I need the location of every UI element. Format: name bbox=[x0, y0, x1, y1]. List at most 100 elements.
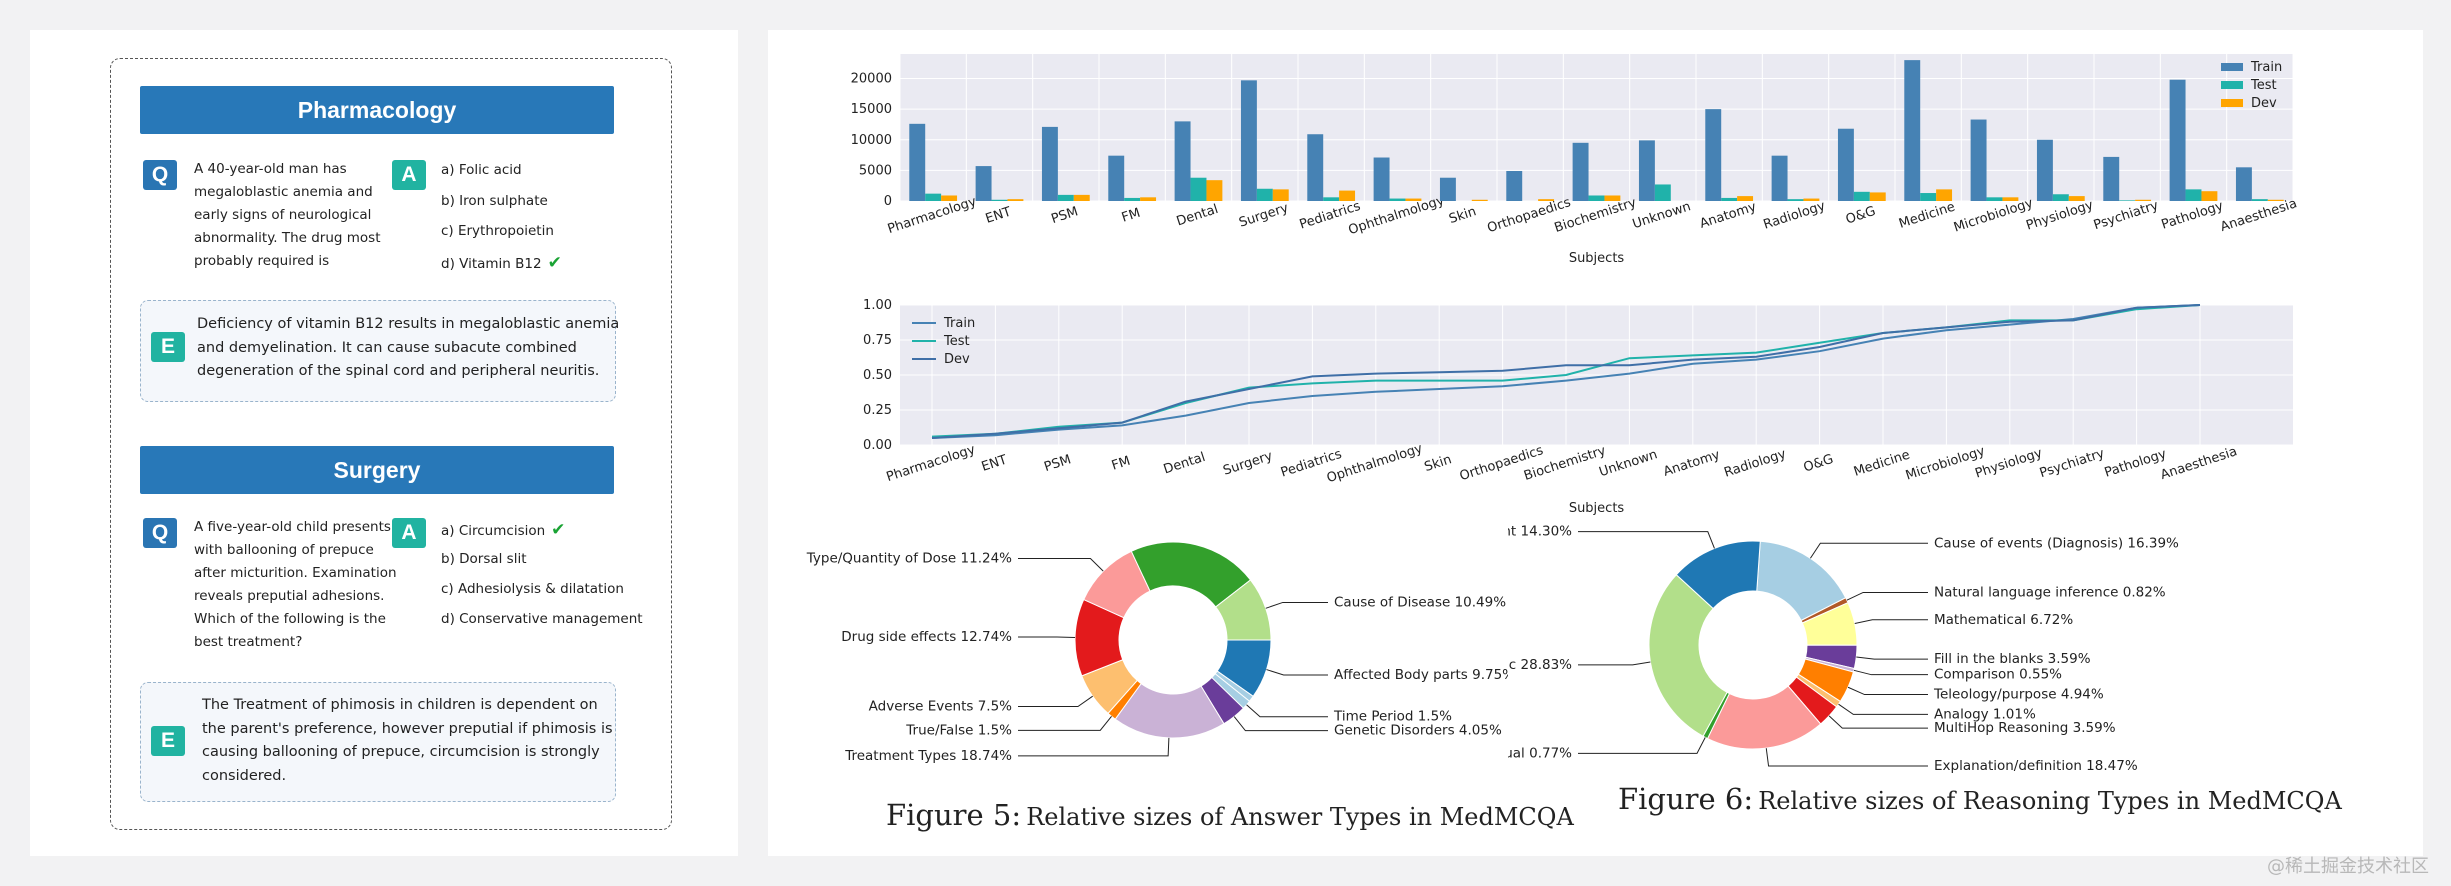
x-tick-label: Dental bbox=[1162, 450, 1207, 478]
option-d: d) Conservative management bbox=[441, 611, 643, 627]
x-tick-label: O&G bbox=[1802, 452, 1836, 476]
donut-slice bbox=[1675, 540, 1761, 610]
y-tick-label: 10000 bbox=[851, 133, 892, 148]
x-tick-label: Unknown bbox=[1631, 199, 1693, 232]
bar-test bbox=[1986, 197, 2003, 201]
answer-badge: A bbox=[392, 518, 426, 548]
y-tick-label: 0.75 bbox=[863, 333, 892, 348]
slice-label: Time Period 1.5% bbox=[1333, 709, 1452, 725]
figure-5-caption: Figure 5: Relative sizes of Answer Types… bbox=[886, 798, 1574, 832]
x-tick-label: Ophthalmology bbox=[1325, 441, 1425, 486]
slice-label: Adverse Events 7.5% bbox=[869, 698, 1013, 714]
bar-test bbox=[1853, 191, 1870, 201]
explanation-box bbox=[140, 300, 616, 402]
bar-train bbox=[909, 123, 926, 201]
legend-swatch bbox=[2221, 81, 2243, 89]
subject-cdf-line-chart: 0.00 0.25 0.50 0.75 1.00 Pharmacology ENT PSM FM… bbox=[863, 298, 2293, 516]
bar-dev bbox=[2201, 191, 2218, 201]
x-tick-label: Anatomy bbox=[1662, 447, 1723, 479]
bar-test bbox=[1057, 194, 1074, 201]
bar-train bbox=[1240, 80, 1257, 201]
y-tick-label: 0.00 bbox=[863, 438, 892, 453]
donut-slice bbox=[1130, 541, 1252, 608]
y-tick-label: 0.25 bbox=[863, 403, 892, 418]
legend-label: Test bbox=[2250, 78, 2277, 93]
bar-train bbox=[2036, 139, 2053, 201]
slice-label: Factual 0.77% bbox=[1508, 745, 1572, 761]
slice-label: MultiHop Reasoning 3.59% bbox=[1934, 720, 2116, 736]
bar-train bbox=[2103, 156, 2120, 201]
slice-label: Mathematical 6.72% bbox=[1934, 612, 2073, 628]
y-tick-label: 1.00 bbox=[863, 298, 892, 313]
slice-label: Analogy 1.01% bbox=[1934, 706, 2036, 722]
slice-label: Teleology/purpose 4.94% bbox=[1933, 687, 2104, 703]
bar-train bbox=[1837, 128, 1854, 201]
question-badge: Q bbox=[143, 518, 177, 548]
bar-dev bbox=[1405, 198, 1422, 201]
bar-test bbox=[1256, 188, 1273, 201]
legend-label: Train bbox=[943, 316, 975, 331]
bar-test bbox=[1124, 197, 1141, 201]
bar-train bbox=[2235, 167, 2252, 201]
bar-dev bbox=[1206, 180, 1223, 201]
option-c: c) Adhesiolysis & dilatation bbox=[441, 581, 624, 597]
label-leader bbox=[1765, 748, 1928, 767]
label-leader bbox=[1246, 704, 1328, 718]
figure-6-caption: Figure 6: Relative sizes of Reasoning Ty… bbox=[1618, 782, 2342, 816]
label-leader bbox=[1809, 542, 1928, 559]
option-b: b) Iron sulphate bbox=[441, 193, 548, 209]
bar-test bbox=[2251, 199, 2268, 201]
bar-dev bbox=[1272, 189, 1289, 201]
question-badge: Q bbox=[143, 160, 177, 190]
legend-swatch bbox=[2221, 99, 2243, 107]
x-tick-label: ENT bbox=[980, 453, 1009, 475]
bar-dev bbox=[1140, 197, 1157, 201]
bar-train bbox=[1572, 142, 1589, 201]
bar-train bbox=[1041, 126, 1058, 201]
bar-test bbox=[1190, 177, 1207, 201]
donut-slice bbox=[1214, 579, 1272, 641]
label-leader bbox=[1838, 703, 1928, 715]
bar-test bbox=[1389, 198, 1406, 201]
slice-label: Affected Body parts 9.75% bbox=[1334, 667, 1508, 683]
bar-test bbox=[925, 193, 942, 201]
label-leader bbox=[1853, 669, 1928, 676]
slice-label: Drug side effects 12.74% bbox=[841, 629, 1012, 645]
bar-dev bbox=[1339, 190, 1356, 201]
x-tick-label: Pharmacology bbox=[885, 442, 978, 485]
label-leader bbox=[1578, 737, 1706, 754]
bar-train bbox=[1373, 157, 1390, 201]
y-tick-label: 0 bbox=[884, 194, 892, 209]
x-axis-label: Subjects bbox=[1569, 501, 1625, 516]
bar-dev bbox=[1737, 196, 1754, 201]
bar-dev bbox=[1869, 192, 1886, 201]
explanation-badge: E bbox=[151, 726, 185, 756]
bar-train bbox=[1506, 170, 1523, 201]
donut-slice bbox=[1648, 574, 1728, 737]
x-tick-label: Dental bbox=[1175, 202, 1220, 230]
slice-label: Genetic Disorders 4.05% bbox=[1334, 723, 1502, 739]
x-tick-label: Medicine bbox=[1897, 200, 1957, 232]
bar-train bbox=[1174, 121, 1191, 201]
subject-banner: Surgery bbox=[140, 446, 614, 494]
label-leader bbox=[1233, 716, 1328, 732]
x-tick-label: Skin bbox=[1447, 204, 1478, 227]
label-leader bbox=[1018, 558, 1104, 572]
slice-label: Comparison 0.55% bbox=[1934, 667, 2062, 683]
slice-label: Explanation/definition 18.47% bbox=[1934, 758, 2138, 774]
x-axis-label: Subjects bbox=[1569, 251, 1625, 266]
option-c: c) Erythropoietin bbox=[441, 223, 554, 239]
explanation-text: The Treatment of phimosis in children is… bbox=[202, 697, 613, 784]
bar-dev bbox=[1936, 189, 1953, 201]
x-tick-label: Unknown bbox=[1597, 447, 1659, 480]
y-tick-label: 0.50 bbox=[863, 368, 892, 383]
x-tick-label: Anaesthesia bbox=[2159, 444, 2239, 483]
x-tick-label: FM bbox=[1120, 206, 1142, 226]
bar-train bbox=[1970, 119, 1987, 201]
bar-dev bbox=[1007, 199, 1024, 201]
examples-card bbox=[110, 58, 672, 830]
bar-dev bbox=[2135, 199, 2152, 201]
bar-dev bbox=[1803, 198, 1820, 201]
label-leader bbox=[1846, 591, 1928, 601]
